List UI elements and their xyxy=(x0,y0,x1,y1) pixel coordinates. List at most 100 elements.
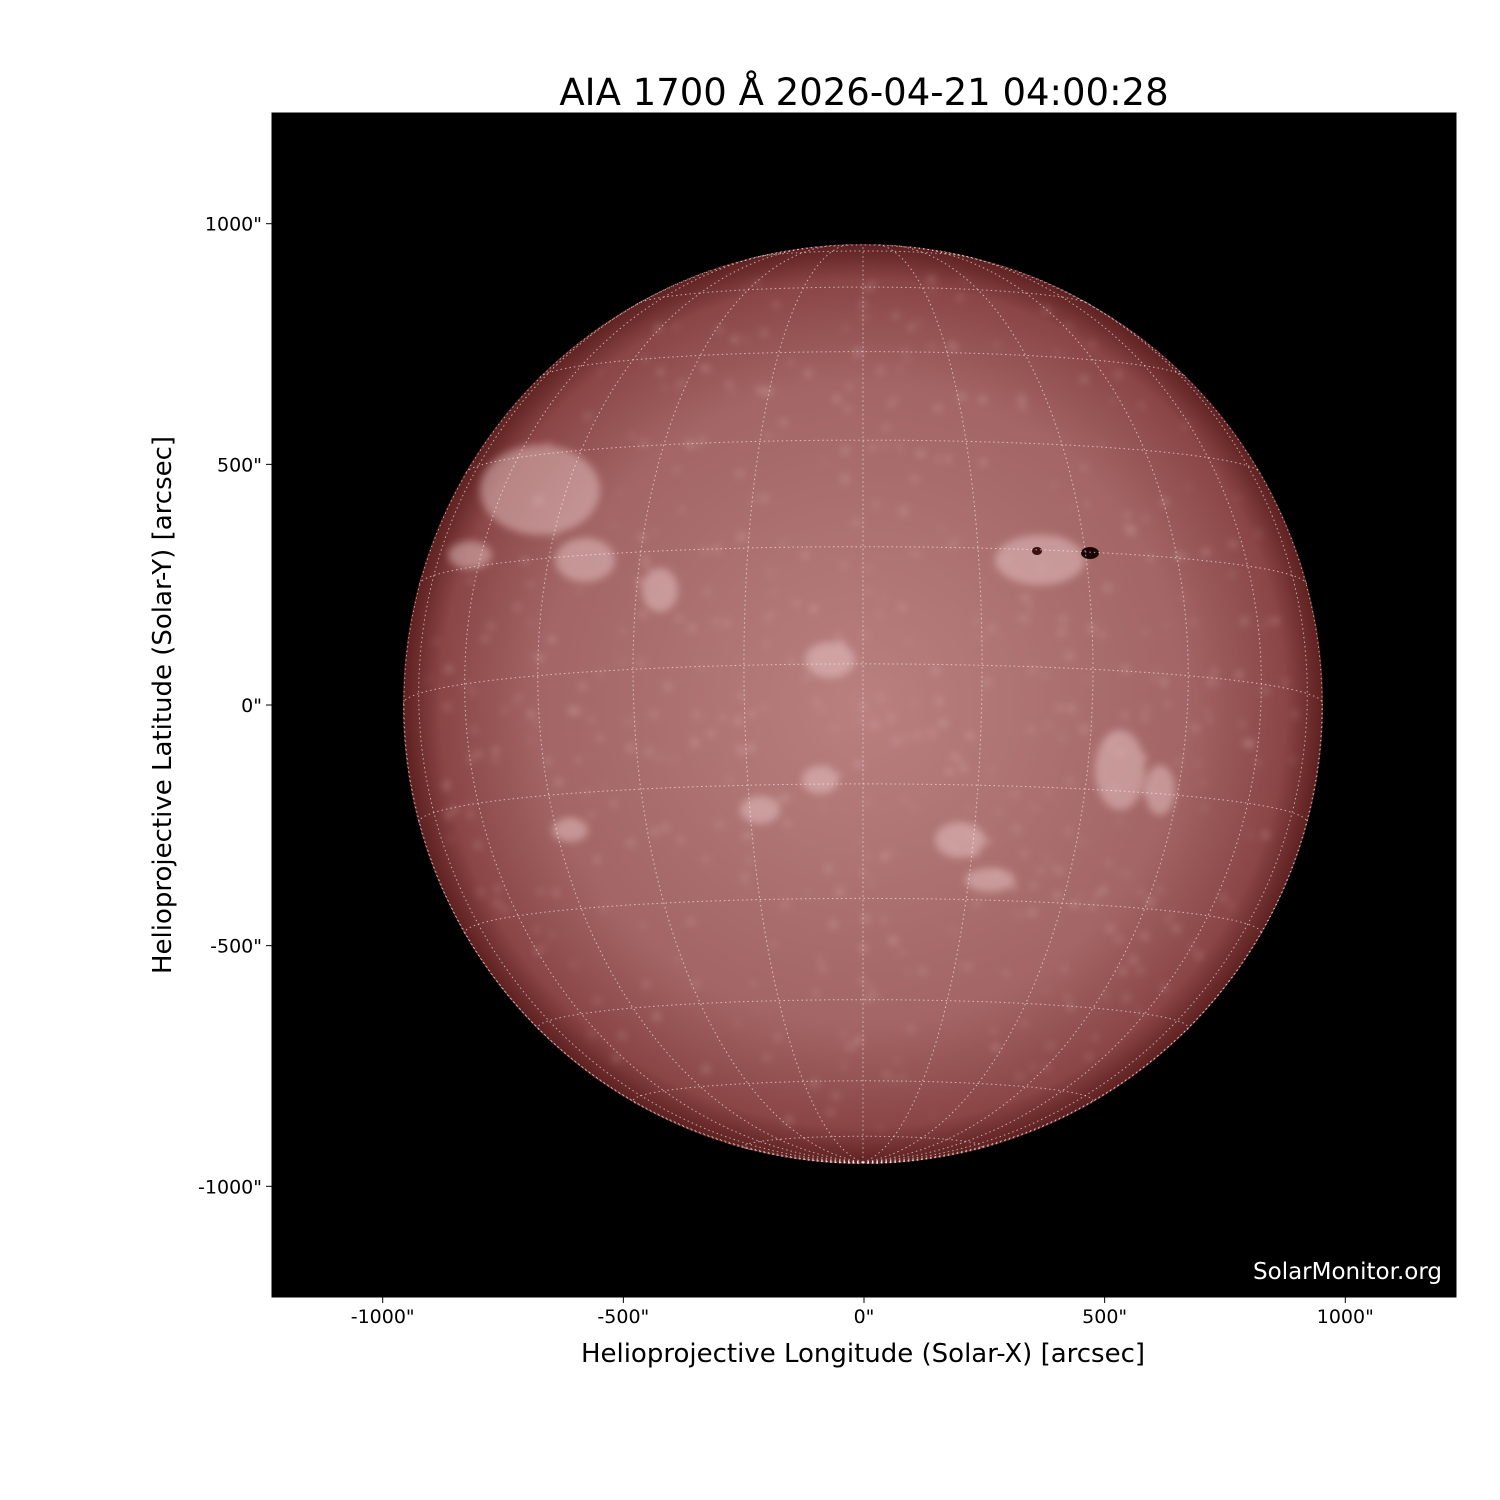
network-point xyxy=(545,758,552,765)
network-point xyxy=(555,778,563,786)
plage-patch xyxy=(552,818,588,842)
network-point xyxy=(928,729,935,736)
network-point xyxy=(679,507,684,512)
network-point xyxy=(818,957,823,963)
network-point xyxy=(1136,1009,1141,1014)
network-point xyxy=(789,658,795,664)
network-point xyxy=(803,676,809,681)
network-point xyxy=(751,981,756,986)
network-point xyxy=(957,294,963,301)
network-point xyxy=(820,966,826,973)
network-point xyxy=(598,672,602,677)
network-point xyxy=(931,1113,935,1117)
x-tick-label: 1000" xyxy=(1317,1306,1374,1328)
grid-line xyxy=(403,663,1323,705)
network-point xyxy=(1070,900,1078,908)
network-point xyxy=(737,470,744,477)
network-point xyxy=(1051,483,1056,487)
network-point xyxy=(813,698,819,704)
plage-patch xyxy=(995,535,1085,585)
network-point xyxy=(1088,625,1095,632)
network-point xyxy=(1282,679,1288,686)
network-point xyxy=(766,433,772,438)
network-point xyxy=(1141,933,1148,940)
network-point xyxy=(743,832,751,840)
network-point xyxy=(1143,516,1149,521)
network-point xyxy=(771,942,776,947)
network-point xyxy=(445,665,453,673)
network-point xyxy=(1112,748,1116,752)
network-point xyxy=(1029,667,1036,673)
network-point xyxy=(761,389,767,396)
network-point xyxy=(1044,856,1049,860)
network-point xyxy=(1139,402,1144,408)
network-point xyxy=(1123,995,1130,1001)
network-point xyxy=(860,301,867,308)
plage-patch xyxy=(642,568,678,612)
network-point xyxy=(979,635,984,640)
network-point xyxy=(611,523,615,528)
grid-line xyxy=(743,1135,983,1151)
network-point xyxy=(674,324,679,329)
network-point xyxy=(537,655,544,662)
network-point xyxy=(589,1032,594,1037)
network-point xyxy=(726,381,732,388)
network-point xyxy=(653,1013,660,1021)
network-point xyxy=(898,367,902,372)
network-point xyxy=(1242,739,1248,745)
plage-patch xyxy=(555,538,615,582)
network-point xyxy=(859,719,863,724)
network-point xyxy=(529,622,533,626)
network-point xyxy=(754,280,760,286)
x-tick-label: -1000" xyxy=(351,1306,415,1328)
network-point xyxy=(1118,820,1122,824)
network-point xyxy=(1262,831,1270,839)
network-point xyxy=(958,393,966,400)
network-point xyxy=(1018,395,1025,402)
network-point xyxy=(901,1075,906,1080)
network-point xyxy=(1122,666,1129,673)
network-point xyxy=(647,602,651,606)
network-point xyxy=(494,886,500,892)
network-point xyxy=(784,820,791,827)
network-point xyxy=(493,758,498,763)
network-point xyxy=(962,279,967,283)
network-point xyxy=(513,699,518,703)
network-point xyxy=(951,844,957,849)
network-point xyxy=(929,344,934,349)
network-point xyxy=(946,768,953,775)
network-point xyxy=(989,625,996,632)
network-point xyxy=(1046,791,1051,795)
network-point xyxy=(775,1034,781,1040)
network-point xyxy=(855,761,862,768)
network-point xyxy=(902,798,907,802)
grid-line xyxy=(862,244,1094,1163)
network-point xyxy=(842,1064,846,1069)
network-point xyxy=(1104,584,1111,592)
network-point xyxy=(693,981,699,987)
network-point xyxy=(991,1028,996,1033)
network-point xyxy=(477,752,483,757)
network-point xyxy=(900,507,908,515)
network-point xyxy=(1142,630,1147,635)
network-point xyxy=(1170,913,1174,917)
network-point xyxy=(776,797,782,802)
network-point xyxy=(871,992,877,998)
network-point xyxy=(1126,871,1131,876)
network-point xyxy=(528,582,534,587)
network-point xyxy=(785,1116,793,1124)
grid-line xyxy=(862,248,1262,1163)
network-point xyxy=(588,717,594,722)
network-point xyxy=(782,902,788,908)
network-point xyxy=(827,1109,834,1116)
network-point xyxy=(1022,615,1029,622)
network-point xyxy=(761,495,768,502)
grid-line xyxy=(418,546,1308,585)
network-point xyxy=(1262,687,1269,694)
grid-line xyxy=(464,248,864,1163)
network-point xyxy=(550,932,555,937)
network-point xyxy=(948,342,956,350)
network-point xyxy=(487,623,494,629)
network-point xyxy=(949,540,955,545)
network-point xyxy=(1290,758,1296,763)
